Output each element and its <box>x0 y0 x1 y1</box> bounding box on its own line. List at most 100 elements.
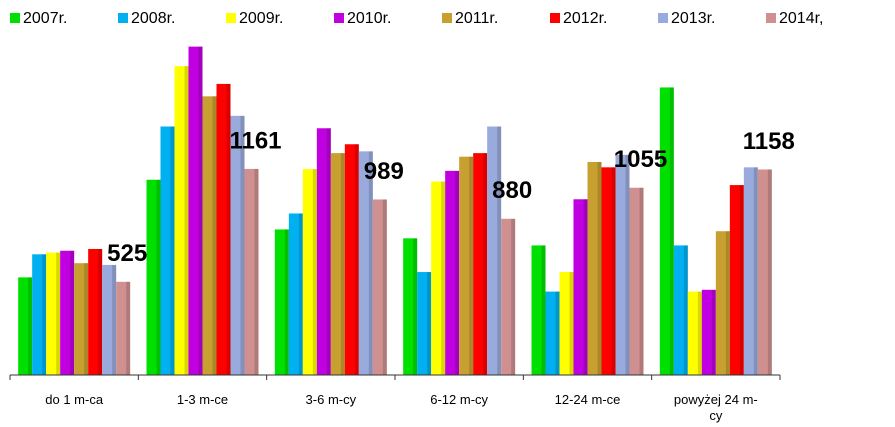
bar-shade <box>625 154 630 375</box>
bar-shade <box>70 250 75 375</box>
bar <box>501 218 516 375</box>
bar-shade <box>611 167 616 375</box>
legend-label: 2011r. <box>455 10 498 27</box>
bar-shade <box>697 291 702 375</box>
bar-shade <box>569 272 574 375</box>
bar <box>174 66 189 376</box>
bar <box>615 154 630 375</box>
data-label: 525 <box>107 240 147 267</box>
bar-shade <box>483 153 488 375</box>
bar <box>659 87 674 375</box>
bar-shade <box>413 238 418 375</box>
bar-shade <box>112 264 117 375</box>
bar <box>88 248 103 375</box>
bar-shade <box>753 167 758 375</box>
bar <box>459 156 474 375</box>
x-tick-label: 1-3 m-ce <box>176 392 229 407</box>
bar <box>230 115 245 375</box>
bar <box>316 128 331 375</box>
legend-swatch <box>766 13 776 23</box>
bar-shade <box>284 229 289 375</box>
x-tick-label: powyżej 24 m-cy <box>673 392 758 423</box>
legend-label: 2014r, <box>779 10 823 27</box>
data-label: 880 <box>492 177 532 204</box>
x-tick-label: 6-12 m-cy <box>430 392 489 407</box>
x-tick-label: 3-6 m-cy <box>305 392 357 407</box>
bar-shade <box>170 126 175 375</box>
bar <box>673 245 688 375</box>
bar-shade <box>156 179 161 375</box>
bar <box>46 252 61 375</box>
bar-shade <box>98 248 103 375</box>
bar <box>330 153 345 375</box>
bar <box>417 272 432 375</box>
bar <box>531 245 546 375</box>
bar-shade <box>639 187 644 375</box>
bar-shade <box>42 254 47 375</box>
bar <box>687 291 702 375</box>
bar <box>288 213 303 375</box>
bar-shade <box>725 231 730 375</box>
legend-label: 2012r. <box>563 10 607 27</box>
legend-label: 2007r. <box>23 10 67 27</box>
bar-shade <box>84 263 89 375</box>
bar <box>18 277 33 375</box>
bar-shade <box>354 144 359 375</box>
bar-shade <box>669 87 674 375</box>
bar <box>202 96 217 375</box>
bar <box>487 126 502 375</box>
bar-shade <box>368 151 373 375</box>
bar <box>216 83 231 376</box>
data-label: 1055 <box>614 146 667 173</box>
x-tick-label: do 1 m-ca <box>45 392 104 407</box>
bar <box>431 181 446 375</box>
bar <box>559 272 574 375</box>
bar-shade <box>240 115 245 375</box>
bar <box>274 229 289 375</box>
bar <box>160 126 175 375</box>
bar <box>188 46 203 375</box>
bar-shade <box>298 213 303 375</box>
bar-shade <box>254 168 259 375</box>
bar-shade <box>198 46 203 375</box>
bar <box>757 169 772 375</box>
bar <box>32 254 47 375</box>
bar-shade <box>326 128 331 375</box>
bar-shade <box>455 170 460 375</box>
legend-label: 2013r. <box>671 10 715 27</box>
legend-swatch <box>226 13 236 23</box>
bar <box>601 167 616 375</box>
bar-shade <box>541 245 546 375</box>
bar-shade <box>212 96 217 375</box>
legend-swatch <box>442 13 452 23</box>
bar-shade <box>469 156 474 375</box>
bar <box>146 179 161 375</box>
data-label: 1161 <box>229 127 281 154</box>
legend-swatch <box>334 13 344 23</box>
bar <box>743 167 758 375</box>
bar-shade <box>511 218 516 375</box>
bar-shade <box>497 126 502 375</box>
bar-shade <box>597 162 602 375</box>
legend-swatch <box>658 13 668 23</box>
x-tick-label: 12-24 m-ce <box>554 392 621 407</box>
legend-swatch <box>10 13 20 23</box>
legend-label: 2010r. <box>347 10 391 27</box>
bar-shade <box>382 199 387 375</box>
bar <box>116 281 131 375</box>
legend-swatch <box>118 13 128 23</box>
bar-shade <box>711 289 716 375</box>
bar-shade <box>340 153 345 375</box>
bar <box>473 153 488 375</box>
bar <box>445 170 460 375</box>
bar-shade <box>583 199 588 375</box>
legend-label: 2009r. <box>239 10 283 27</box>
bar-shade <box>56 252 61 375</box>
data-label: 989 <box>364 158 404 185</box>
bar <box>60 250 75 375</box>
bar <box>403 238 418 375</box>
bar <box>372 199 387 375</box>
bar-shade <box>683 245 688 375</box>
